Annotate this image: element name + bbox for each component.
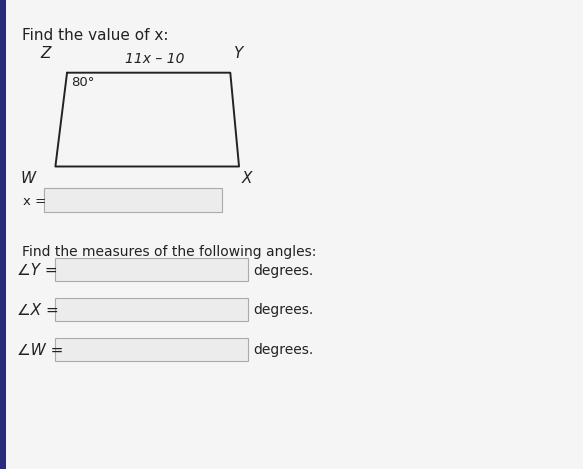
Text: x =: x = (23, 195, 47, 208)
Text: W: W (21, 171, 36, 186)
Text: degrees.: degrees. (254, 264, 314, 278)
Bar (55, 338, 248, 361)
Text: Z: Z (41, 46, 51, 61)
Text: 80°: 80° (71, 76, 94, 89)
Text: ∠W =: ∠W = (17, 343, 64, 358)
Bar (55, 258, 248, 281)
Text: Y: Y (233, 46, 243, 61)
Text: degrees.: degrees. (254, 303, 314, 318)
Bar (0, 0, 6, 469)
Bar (44, 188, 222, 212)
Text: degrees.: degrees. (254, 343, 314, 357)
Text: Find the measures of the following angles:: Find the measures of the following angle… (22, 245, 317, 259)
Bar (55, 298, 248, 321)
Text: ∠Y =: ∠Y = (17, 263, 58, 278)
Text: X: X (242, 171, 252, 186)
Text: ∠X =: ∠X = (17, 303, 59, 318)
Text: Find the value of x:: Find the value of x: (22, 28, 168, 43)
Text: 11x – 10: 11x – 10 (125, 52, 185, 66)
